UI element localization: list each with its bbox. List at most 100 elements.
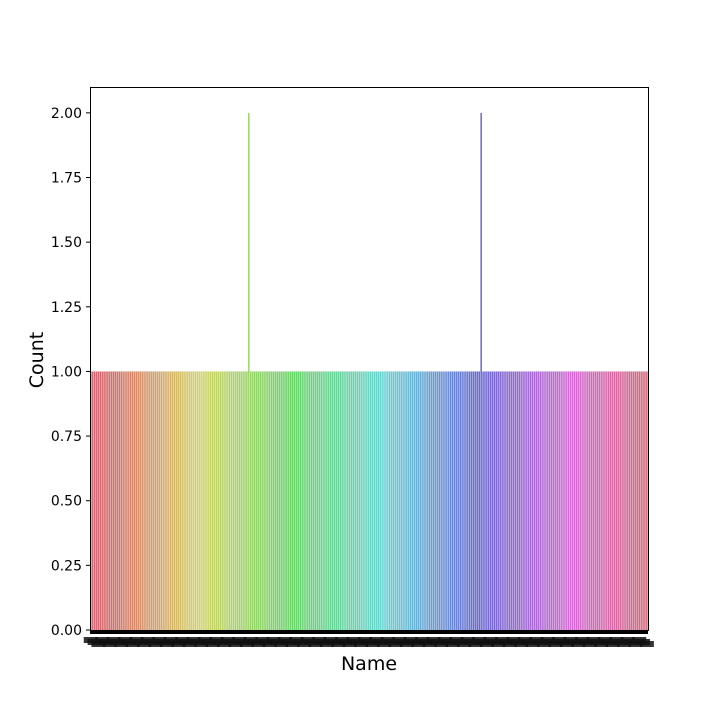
bar: [608, 371, 610, 630]
x-tick-label-blur: [319, 641, 334, 647]
bar: [350, 371, 353, 630]
bar: [183, 371, 185, 630]
bar: [442, 371, 444, 630]
bar: [135, 371, 138, 630]
bar: [453, 371, 456, 630]
bar: [600, 371, 602, 630]
bar: [381, 371, 383, 630]
bar: [598, 371, 601, 630]
bar: [646, 371, 648, 630]
bar: [97, 371, 100, 630]
bar: [352, 371, 355, 630]
bar: [507, 371, 509, 630]
bar: [488, 371, 490, 630]
bar: [257, 371, 260, 630]
bar: [253, 371, 256, 630]
bar: [457, 371, 460, 630]
bar: [286, 371, 288, 630]
bar: [354, 371, 357, 630]
bar: [229, 371, 231, 630]
bar: [318, 371, 321, 630]
bar: [463, 371, 465, 630]
bar: [265, 371, 267, 630]
bar: [486, 371, 488, 630]
bar: [406, 371, 408, 630]
bar: [251, 371, 254, 630]
x-tick-label-blur: [228, 641, 243, 647]
bar: [545, 371, 547, 630]
bar: [446, 371, 448, 630]
x-tick-label-blur: [365, 641, 380, 647]
bar: [636, 371, 639, 630]
bar: [564, 371, 566, 630]
x-tick-label-blur: [605, 641, 620, 647]
x-tick-label-blur: [285, 641, 300, 647]
bar: [307, 371, 309, 630]
bar: [333, 371, 336, 630]
bar: [208, 371, 210, 630]
bar: [569, 371, 572, 630]
bar: [491, 371, 494, 630]
bar: [293, 371, 296, 630]
bar: [324, 371, 326, 630]
bar: [640, 371, 642, 630]
bar: [369, 371, 372, 630]
x-tick-label-blur: [239, 641, 254, 647]
bar: [181, 371, 183, 630]
x-tick-label-blur: [491, 641, 506, 647]
x-tick-label-blur: [411, 641, 426, 647]
x-tick-label-blur: [331, 641, 346, 647]
bar: [413, 371, 416, 630]
x-tick-label-blur: [297, 641, 312, 647]
bar: [484, 371, 486, 630]
bar: [571, 371, 574, 630]
bar: [331, 371, 334, 630]
bar: [501, 371, 503, 630]
bar: [522, 371, 524, 630]
bar: [499, 371, 501, 630]
bar: [581, 371, 583, 630]
bar: [105, 371, 107, 630]
bar: [415, 371, 418, 630]
bar: [337, 371, 340, 630]
bar: [326, 371, 328, 630]
bar: [548, 371, 551, 630]
bar: [455, 371, 458, 630]
bar: [596, 371, 599, 630]
bar: [383, 371, 385, 630]
bar: [156, 371, 159, 630]
bar: [179, 371, 182, 630]
bar: [577, 371, 580, 630]
x-tick-label-blur: [502, 641, 517, 647]
bar: [594, 371, 597, 630]
bar: [164, 371, 166, 630]
x-tick-label-blur: [559, 641, 574, 647]
bar: [270, 371, 273, 630]
bar: [562, 371, 564, 630]
x-tick-label-blur: [388, 641, 403, 647]
y-tick-label: 1.75: [51, 171, 82, 187]
x-axis-title: Name: [341, 653, 397, 675]
bar: [404, 371, 406, 630]
bar: [204, 371, 206, 630]
bar: [276, 371, 279, 630]
x-tick-label-blur: [548, 641, 563, 647]
bar: [255, 371, 258, 630]
bar: [91, 371, 94, 630]
bar: [583, 371, 585, 630]
bar: [448, 371, 450, 630]
bar: [234, 371, 237, 630]
bar: [366, 371, 368, 630]
x-tick-label-blur: [114, 641, 129, 647]
bar: [379, 371, 381, 630]
bar: [288, 371, 290, 630]
bar: [272, 371, 275, 630]
bar: [419, 371, 421, 630]
bar: [129, 371, 132, 630]
x-tick-label-blur: [525, 641, 540, 647]
x-tick-label-blur: [537, 641, 552, 647]
bar: [219, 371, 222, 630]
bar: [396, 371, 399, 630]
x-tick-label-blur: [514, 641, 529, 647]
